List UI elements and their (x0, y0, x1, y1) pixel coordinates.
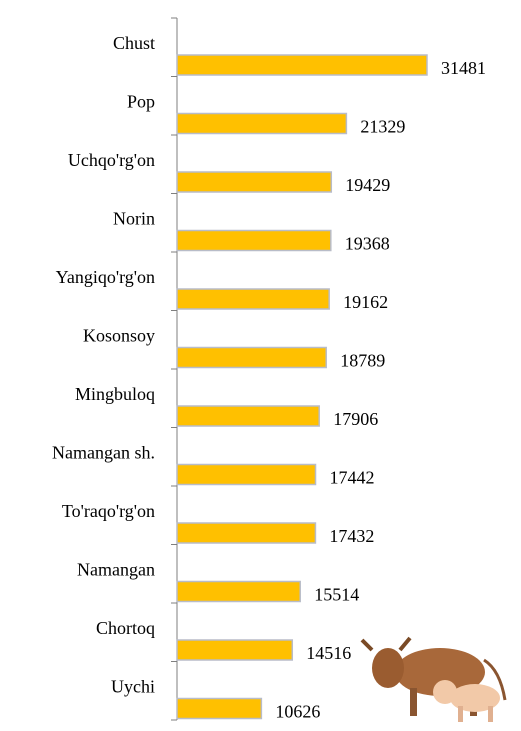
bar (177, 523, 315, 543)
value-label: 10626 (275, 702, 320, 722)
bar (177, 699, 261, 719)
value-label: 31481 (441, 58, 486, 78)
value-label: 18789 (340, 351, 385, 371)
bar (177, 231, 331, 251)
bar (177, 114, 346, 134)
value-label: 19162 (343, 292, 388, 312)
category-label: Namangan (77, 560, 155, 580)
category-label: Chust (113, 33, 155, 53)
category-label: Namangan sh. (52, 443, 155, 463)
value-label: 17906 (333, 409, 378, 429)
cow-illustration (362, 638, 505, 722)
chart: 10626 Uychi 14516 Chortoq 15514 Namangan 17432… (0, 0, 521, 731)
bar (177, 465, 316, 485)
category-label: Chortoq (96, 618, 155, 638)
category-label: Uychi (111, 677, 155, 697)
page: {"chart_data": {"type": "bar", "orientat… (0, 0, 521, 731)
category-label: Yangiqo'rg'on (56, 267, 155, 287)
bar (177, 55, 427, 75)
bar (177, 582, 300, 602)
value-label: 19368 (345, 234, 390, 254)
category-label: To'raqo'rg'on (62, 501, 155, 521)
category-label: Kosonsoy (83, 326, 155, 346)
value-label: 19429 (345, 175, 390, 195)
value-label: 15514 (314, 585, 359, 605)
category-label: Uchqo'rg'on (68, 150, 155, 170)
bar (177, 348, 326, 368)
bar (177, 406, 319, 426)
value-label: 14516 (306, 643, 351, 663)
bar (177, 640, 292, 660)
value-label: 21329 (360, 117, 405, 137)
bar (177, 172, 331, 192)
category-label: Pop (127, 92, 155, 112)
value-label: 17432 (329, 526, 374, 546)
category-label: Norin (113, 209, 155, 229)
bar (177, 289, 329, 309)
value-label: 17442 (330, 468, 375, 488)
category-label: Mingbuloq (75, 384, 155, 404)
